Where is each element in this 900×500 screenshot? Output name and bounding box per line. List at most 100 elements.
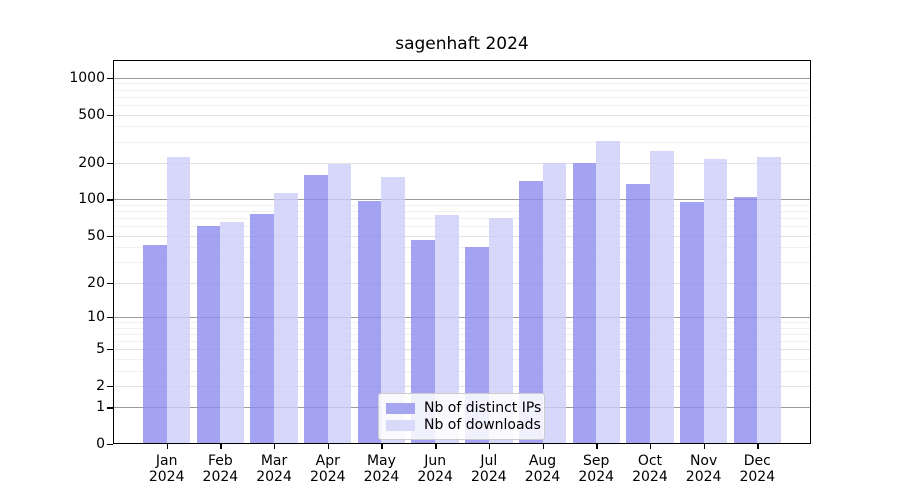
- bar-nb-of-distinct-ips-jan: [142, 244, 167, 444]
- bar-nb-of-downloads-jun: [435, 215, 459, 444]
- x-tick-year: 2024: [685, 469, 722, 485]
- x-tick-year: 2024: [524, 469, 561, 485]
- x-tick-month: Jul: [480, 453, 498, 469]
- bar-nb-of-downloads-jul: [488, 218, 513, 444]
- x-tick-month: Dec: [743, 453, 771, 469]
- bar-nb-of-distinct-ips-oct: [626, 183, 650, 444]
- x-tick-mark: [703, 444, 705, 449]
- y-tick-label: 1: [96, 399, 105, 416]
- x-tick-mark: [488, 444, 491, 449]
- gridline-minor: [113, 96, 811, 98]
- x-tick-label-apr: Apr 2024: [283, 453, 373, 485]
- legend-item-distinct-ips: Nb of distinct IPs: [386, 400, 541, 416]
- bar-nb-of-downloads-may: [381, 177, 406, 444]
- bar-nb-of-downloads-oct: [649, 151, 674, 444]
- gridline-minor: [113, 321, 811, 323]
- y-tick-label: 50: [87, 227, 105, 244]
- gridline-minor: [113, 358, 811, 360]
- gridline-minor: [113, 333, 811, 335]
- x-tick-month: Sep: [583, 453, 610, 469]
- x-tick-label-sep: Sep 2024: [551, 453, 641, 485]
- y-tick-mark: [107, 199, 113, 201]
- gridline-minor: [113, 226, 811, 228]
- gridline-500: [113, 114, 811, 116]
- bar-nb-of-downloads-aug: [542, 162, 567, 444]
- x-tick-mark: [381, 444, 383, 449]
- x-tick-label-jun: Jun 2024: [390, 453, 480, 485]
- x-tick-label-mar: Mar 2024: [229, 453, 319, 485]
- gridline-2: [113, 385, 811, 387]
- bar-nb-of-downloads-jan: [166, 157, 191, 444]
- y-tick-label: 200: [78, 154, 105, 171]
- x-tick-month: Aug: [528, 453, 557, 469]
- bar-nb-of-distinct-ips-dec: [733, 197, 758, 444]
- x-tick-label-nov: Nov 2024: [659, 453, 749, 485]
- bar-nb-of-distinct-ips-mar: [250, 214, 275, 444]
- bar-nb-of-distinct-ips-sep: [572, 163, 597, 444]
- gridline-minor: [113, 247, 811, 249]
- gridline-minor: [113, 261, 811, 263]
- y-tick-label: 1000: [69, 69, 105, 86]
- y-tick-label: 5: [96, 341, 105, 358]
- gridline-minor: [113, 340, 811, 342]
- gridline-minor: [113, 218, 811, 220]
- x-tick-month: Jun: [424, 453, 447, 469]
- gridline-50: [113, 235, 811, 237]
- x-tick-year: 2024: [632, 469, 668, 485]
- legend-box: Nb of distinct IPs Nb of downloads: [378, 393, 545, 440]
- x-tick-year: 2024: [471, 469, 507, 485]
- x-tick-month: Mar: [260, 453, 288, 469]
- y-tick-label: 0: [96, 436, 105, 452]
- y-tick-mark: [107, 114, 113, 116]
- x-tick-month: May: [366, 453, 396, 469]
- y-tick-mark: [107, 162, 113, 165]
- y-tick-mark: [107, 444, 113, 446]
- x-tick-month: Apr: [315, 453, 340, 469]
- gridline-100: [113, 199, 811, 201]
- gridline-minor: [113, 89, 811, 91]
- gridline-minor: [113, 327, 811, 329]
- x-tick-mark: [596, 444, 598, 449]
- chart-title: sagenhaft 2024: [395, 34, 529, 54]
- bar-nb-of-distinct-ips-jun: [411, 239, 436, 444]
- plot-area: [113, 60, 811, 444]
- bar-nb-of-distinct-ips-nov: [679, 201, 704, 444]
- y-tick-mark: [107, 407, 113, 409]
- x-tick-label-aug: Aug 2024: [498, 453, 588, 485]
- y-tick-mark: [107, 385, 113, 388]
- y-tick-mark: [107, 282, 113, 285]
- x-tick-year: 2024: [256, 469, 292, 485]
- bar-nb-of-downloads-nov: [703, 158, 728, 444]
- bar-nb-of-distinct-ips-feb: [196, 226, 221, 444]
- gridline-minor: [113, 370, 811, 372]
- x-tick-mark: [435, 444, 437, 449]
- y-tick-mark: [107, 77, 113, 80]
- x-tick-year: 2024: [739, 469, 776, 485]
- gridline-minor: [113, 126, 811, 128]
- bar-nb-of-downloads-feb: [220, 221, 245, 444]
- bar-nb-of-distinct-ips-may: [357, 201, 382, 444]
- x-tick-year: 2024: [202, 469, 239, 485]
- bar-nb-of-downloads-dec: [757, 157, 781, 444]
- gridline-minor: [113, 211, 811, 213]
- y-tick-label: 20: [87, 274, 105, 291]
- x-tick-mark: [274, 444, 276, 449]
- x-tick-mark: [327, 444, 330, 449]
- x-tick-mark: [220, 444, 222, 449]
- gridline-10: [113, 316, 811, 318]
- y-tick-label: 10: [87, 308, 105, 325]
- gridline-minor: [113, 104, 811, 106]
- x-tick-month: Nov: [689, 453, 718, 469]
- gridline-minor: [113, 204, 811, 206]
- x-tick-year: 2024: [417, 469, 453, 485]
- x-tick-label-jul: Jul 2024: [444, 453, 534, 485]
- bar-nb-of-distinct-ips-aug: [518, 180, 543, 444]
- bar-nb-of-distinct-ips-apr: [304, 175, 328, 444]
- x-tick-year: 2024: [363, 469, 400, 485]
- x-tick-year: 2024: [578, 469, 615, 485]
- x-tick-year: 2024: [309, 469, 346, 485]
- legend-swatch-distinct-ips: [386, 402, 415, 414]
- y-tick-mark: [107, 349, 113, 351]
- x-tick-label-may: May 2024: [336, 453, 426, 485]
